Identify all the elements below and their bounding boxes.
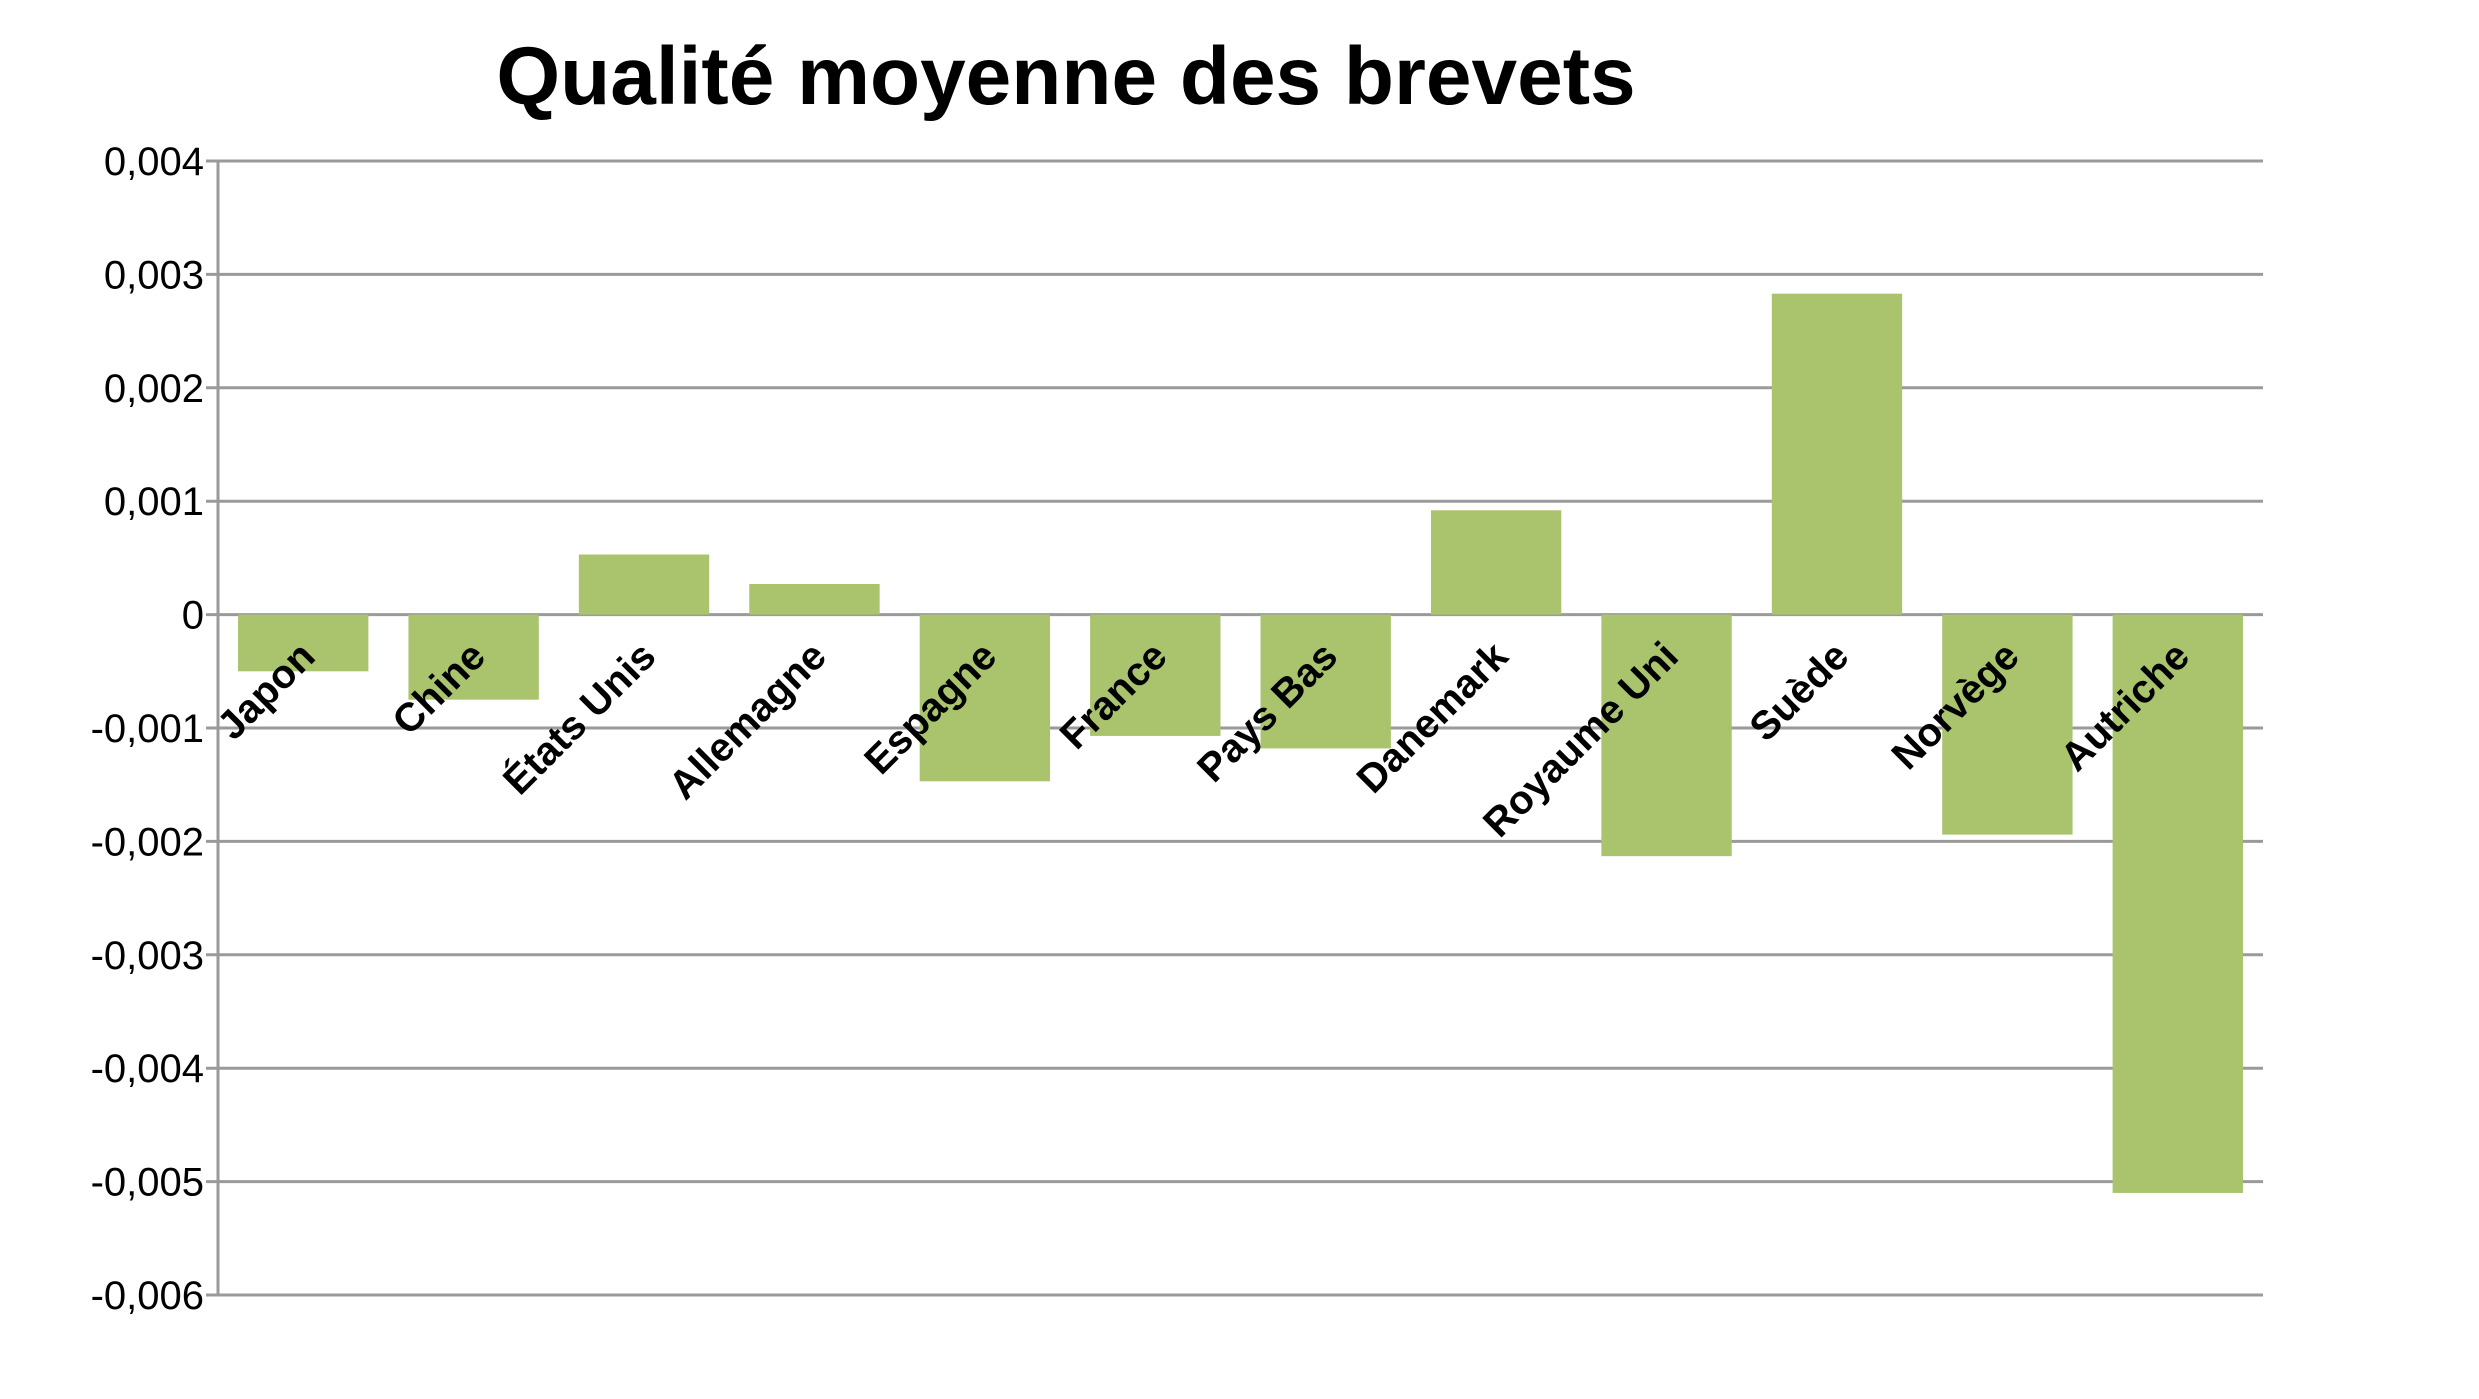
- bar: [1601, 614, 1732, 857]
- bar: [1090, 614, 1221, 736]
- x-tick-label: Allemagne: [661, 634, 835, 808]
- y-tick-label: -0,003: [91, 934, 204, 978]
- y-tick-label: 0,004: [104, 140, 204, 184]
- y-tick-label: 0,001: [104, 480, 204, 524]
- bar: [1942, 614, 2073, 835]
- grid-lines: [206, 159, 2263, 1297]
- y-tick-label: 0,003: [104, 253, 204, 297]
- bar: [1260, 614, 1391, 749]
- bar: [408, 614, 539, 700]
- y-tick-label: -0,001: [91, 707, 204, 751]
- bar: [749, 583, 880, 615]
- y-tick-label: -0,002: [91, 820, 204, 864]
- y-tick-label: -0,005: [91, 1161, 204, 1205]
- x-tick-label: Suède: [1741, 634, 1857, 750]
- y-axis-ticks: 0,004 0,003 0,002 0,001 0 -0,001 -0,002 -0,003 -…: [91, 140, 204, 1318]
- bar: [919, 614, 1051, 782]
- y-tick-label: -0,004: [91, 1047, 204, 1091]
- bar: [1430, 510, 1562, 615]
- y-tick-label: 0: [182, 594, 204, 638]
- bar: [2112, 614, 2243, 1193]
- chart-title: Qualité moyenne des brevets: [496, 31, 1635, 122]
- bars: [238, 293, 2243, 1193]
- bar: [578, 554, 710, 615]
- y-tick-label: 0,002: [104, 367, 204, 411]
- y-tick-label: -0,006: [91, 1274, 204, 1318]
- bar: [1771, 293, 1903, 615]
- bar: [238, 614, 369, 672]
